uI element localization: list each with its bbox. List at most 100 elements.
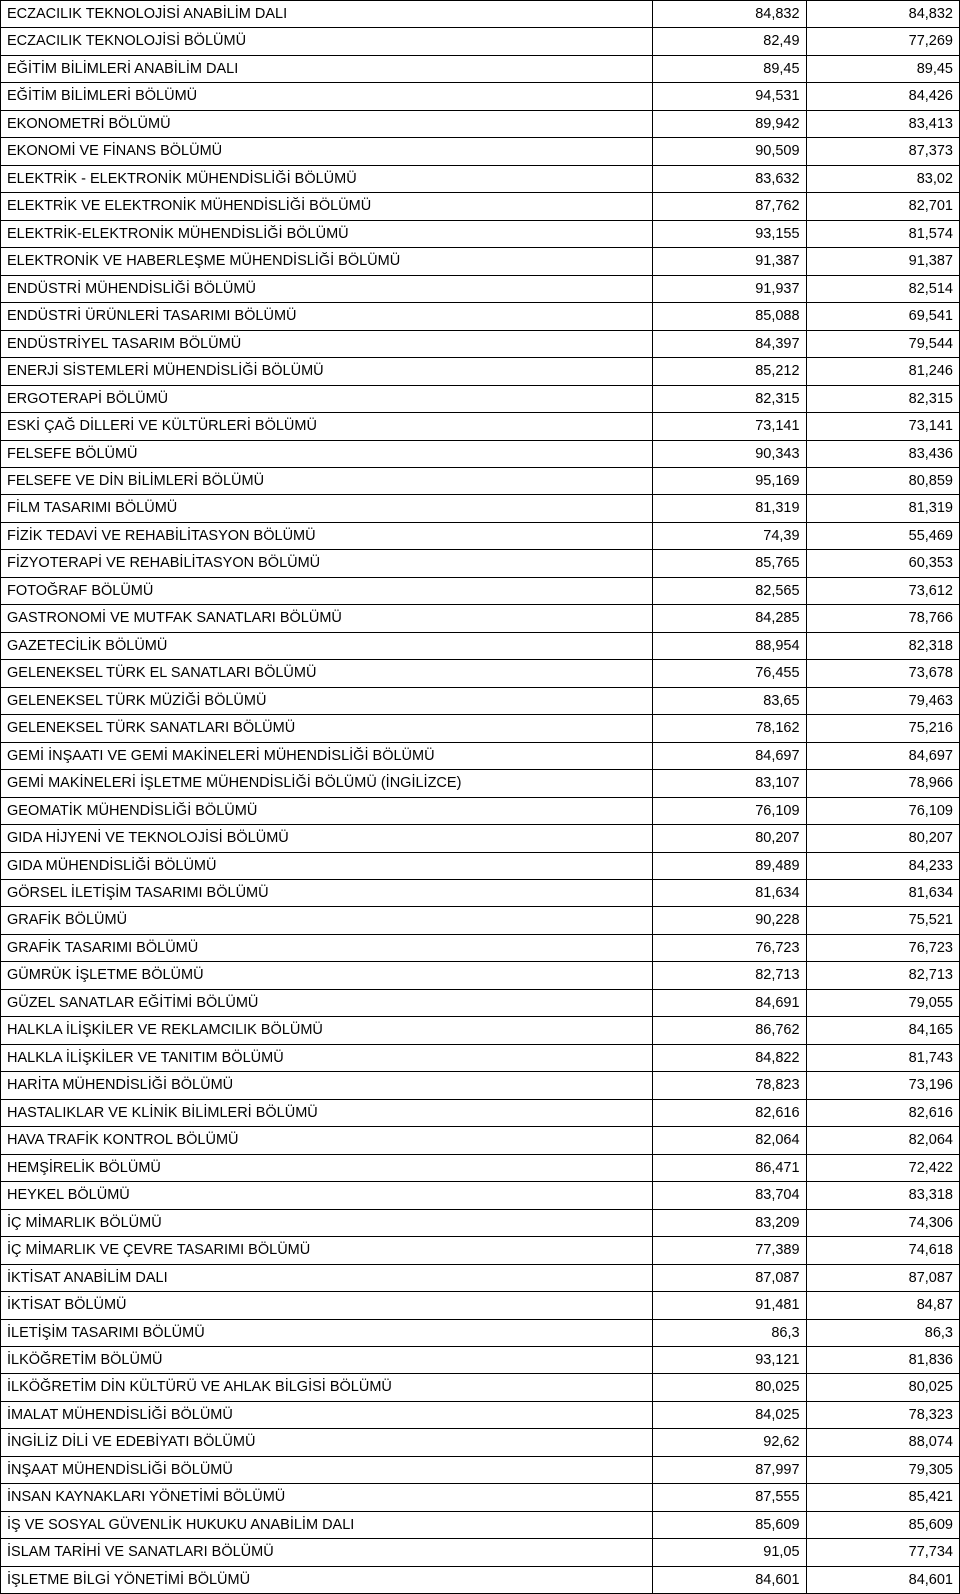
value-1: 85,609 <box>653 1511 806 1538</box>
table-row: GIDA MÜHENDİSLİĞİ BÖLÜMÜ89,48984,233 <box>1 852 960 879</box>
value-1: 83,107 <box>653 770 806 797</box>
table-row: GASTRONOMİ VE MUTFAK SANATLARI BÖLÜMÜ84,… <box>1 605 960 632</box>
value-2: 86,3 <box>806 1319 959 1346</box>
value-1: 87,555 <box>653 1484 806 1511</box>
value-1: 84,697 <box>653 742 806 769</box>
table-row: İLETİŞİM TASARIMI BÖLÜMÜ86,386,3 <box>1 1319 960 1346</box>
value-2: 91,387 <box>806 248 959 275</box>
table-row: GELENEKSEL TÜRK EL SANATLARI BÖLÜMÜ76,45… <box>1 660 960 687</box>
value-2: 81,319 <box>806 495 959 522</box>
department-name: ELEKTRİK VE ELEKTRONİK MÜHENDİSLİĞİ BÖLÜ… <box>1 193 653 220</box>
department-name: GELENEKSEL TÜRK SANATLARI BÖLÜMÜ <box>1 715 653 742</box>
value-2: 82,318 <box>806 632 959 659</box>
department-name: GEMİ MAKİNELERİ İŞLETME MÜHENDİSLİĞİ BÖL… <box>1 770 653 797</box>
value-2: 82,514 <box>806 275 959 302</box>
value-1: 91,481 <box>653 1292 806 1319</box>
department-name: FİZYOTERAPİ VE REHABİLİTASYON BÖLÜMÜ <box>1 550 653 577</box>
value-2: 78,766 <box>806 605 959 632</box>
table-row: İNGİLİZ DİLİ VE EDEBİYATI BÖLÜMÜ92,6288,… <box>1 1429 960 1456</box>
table-row: İŞ VE SOSYAL GÜVENLİK HUKUKU ANABİLİM DA… <box>1 1511 960 1538</box>
table-row: EKONOMETRİ BÖLÜMÜ89,94283,413 <box>1 110 960 137</box>
table-row: İNŞAAT MÜHENDİSLİĞİ BÖLÜMÜ87,99779,305 <box>1 1456 960 1483</box>
table-row: ENERJİ SİSTEMLERİ MÜHENDİSLİĞİ BÖLÜMÜ85,… <box>1 358 960 385</box>
table-row: ENDÜSTRİ ÜRÜNLERİ TASARIMI BÖLÜMÜ85,0886… <box>1 303 960 330</box>
value-2: 81,743 <box>806 1044 959 1071</box>
value-2: 84,165 <box>806 1017 959 1044</box>
table-row: ELEKTRONİK VE HABERLEŞME MÜHENDİSLİĞİ BÖ… <box>1 248 960 275</box>
value-1: 84,397 <box>653 330 806 357</box>
department-name: EĞİTİM BİLİMLERİ BÖLÜMÜ <box>1 83 653 110</box>
department-name: İLKÖĞRETİM BÖLÜMÜ <box>1 1346 653 1373</box>
value-1: 76,455 <box>653 660 806 687</box>
department-name: FİZİK TEDAVİ VE REHABİLİTASYON BÖLÜMÜ <box>1 522 653 549</box>
table-row: HARİTA MÜHENDİSLİĞİ BÖLÜMÜ78,82373,196 <box>1 1072 960 1099</box>
value-1: 81,319 <box>653 495 806 522</box>
value-2: 77,269 <box>806 28 959 55</box>
value-2: 82,701 <box>806 193 959 220</box>
department-name: İKTİSAT ANABİLİM DALI <box>1 1264 653 1291</box>
table-row: GELENEKSEL TÜRK SANATLARI BÖLÜMÜ78,16275… <box>1 715 960 742</box>
table-row: FİZİK TEDAVİ VE REHABİLİTASYON BÖLÜMÜ74,… <box>1 522 960 549</box>
department-name: HALKLA İLİŞKİLER VE REKLAMCILIK BÖLÜMÜ <box>1 1017 653 1044</box>
department-name: ENERJİ SİSTEMLERİ MÜHENDİSLİĞİ BÖLÜMÜ <box>1 358 653 385</box>
department-name: FELSEFE BÖLÜMÜ <box>1 440 653 467</box>
department-name: GELENEKSEL TÜRK MÜZİĞİ BÖLÜMÜ <box>1 687 653 714</box>
value-1: 83,632 <box>653 165 806 192</box>
department-name: GIDA HİJYENİ VE TEKNOLOJİSİ BÖLÜMÜ <box>1 825 653 852</box>
table-row: GELENEKSEL TÜRK MÜZİĞİ BÖLÜMÜ83,6579,463 <box>1 687 960 714</box>
department-name: İKTİSAT BÖLÜMÜ <box>1 1292 653 1319</box>
value-1: 77,389 <box>653 1237 806 1264</box>
table-row: FİLM TASARIMI BÖLÜMÜ81,31981,319 <box>1 495 960 522</box>
table-row: HALKLA İLİŞKİLER VE TANITIM BÖLÜMÜ84,822… <box>1 1044 960 1071</box>
value-2: 73,196 <box>806 1072 959 1099</box>
value-1: 89,45 <box>653 55 806 82</box>
value-2: 83,02 <box>806 165 959 192</box>
table-row: FOTOĞRAF BÖLÜMÜ82,56573,612 <box>1 577 960 604</box>
value-1: 87,087 <box>653 1264 806 1291</box>
table-row: GEMİ MAKİNELERİ İŞLETME MÜHENDİSLİĞİ BÖL… <box>1 770 960 797</box>
department-name: İŞLETME BİLGİ YÖNETİMİ BÖLÜMÜ <box>1 1566 653 1593</box>
table-row: GÜMRÜK İŞLETME BÖLÜMÜ82,71382,713 <box>1 962 960 989</box>
table-row: EĞİTİM BİLİMLERİ ANABİLİM DALI89,4589,45 <box>1 55 960 82</box>
department-name: İNŞAAT MÜHENDİSLİĞİ BÖLÜMÜ <box>1 1456 653 1483</box>
table-row: GAZETECİLİK BÖLÜMÜ88,95482,318 <box>1 632 960 659</box>
department-name: İSLAM TARİHİ VE SANATLARI BÖLÜMÜ <box>1 1539 653 1566</box>
value-2: 60,353 <box>806 550 959 577</box>
department-name: İÇ MİMARLIK VE ÇEVRE TASARIMI BÖLÜMÜ <box>1 1237 653 1264</box>
value-1: 95,169 <box>653 467 806 494</box>
table-row: EKONOMİ VE FİNANS BÖLÜMÜ90,50987,373 <box>1 138 960 165</box>
value-2: 82,064 <box>806 1127 959 1154</box>
value-1: 90,343 <box>653 440 806 467</box>
department-name: HAVA TRAFİK KONTROL BÖLÜMÜ <box>1 1127 653 1154</box>
table-row: ELEKTRİK-ELEKTRONİK MÜHENDİSLİĞİ BÖLÜMÜ9… <box>1 220 960 247</box>
value-1: 76,109 <box>653 797 806 824</box>
value-1: 92,62 <box>653 1429 806 1456</box>
table-row: ENDÜSTRİYEL TASARIM BÖLÜMÜ84,39779,544 <box>1 330 960 357</box>
value-1: 93,121 <box>653 1346 806 1373</box>
department-name: GASTRONOMİ VE MUTFAK SANATLARI BÖLÜMÜ <box>1 605 653 632</box>
department-name: ENDÜSTRİYEL TASARIM BÖLÜMÜ <box>1 330 653 357</box>
value-2: 72,422 <box>806 1154 959 1181</box>
value-1: 86,471 <box>653 1154 806 1181</box>
value-2: 85,609 <box>806 1511 959 1538</box>
value-2: 84,601 <box>806 1566 959 1593</box>
table-row: İNSAN KAYNAKLARI YÖNETİMİ BÖLÜMÜ87,55585… <box>1 1484 960 1511</box>
value-1: 90,509 <box>653 138 806 165</box>
value-1: 78,823 <box>653 1072 806 1099</box>
value-2: 82,315 <box>806 385 959 412</box>
table-row: İŞLETME BİLGİ YÖNETİMİ BÖLÜMÜ84,60184,60… <box>1 1566 960 1593</box>
value-1: 83,704 <box>653 1182 806 1209</box>
value-2: 73,141 <box>806 413 959 440</box>
value-1: 91,387 <box>653 248 806 275</box>
value-1: 84,691 <box>653 989 806 1016</box>
table-row: ENDÜSTRİ MÜHENDİSLİĞİ BÖLÜMÜ91,93782,514 <box>1 275 960 302</box>
department-name: GÜMRÜK İŞLETME BÖLÜMÜ <box>1 962 653 989</box>
value-1: 81,634 <box>653 880 806 907</box>
table-row: İSLAM TARİHİ VE SANATLARI BÖLÜMÜ91,0577,… <box>1 1539 960 1566</box>
table-row: ESKİ ÇAĞ DİLLERİ VE KÜLTÜRLERİ BÖLÜMÜ73,… <box>1 413 960 440</box>
department-name: GRAFİK BÖLÜMÜ <box>1 907 653 934</box>
value-2: 73,678 <box>806 660 959 687</box>
table-row: HASTALIKLAR VE KLİNİK BİLİMLERİ BÖLÜMÜ82… <box>1 1099 960 1126</box>
value-1: 85,765 <box>653 550 806 577</box>
department-name: ELEKTRONİK VE HABERLEŞME MÜHENDİSLİĞİ BÖ… <box>1 248 653 275</box>
